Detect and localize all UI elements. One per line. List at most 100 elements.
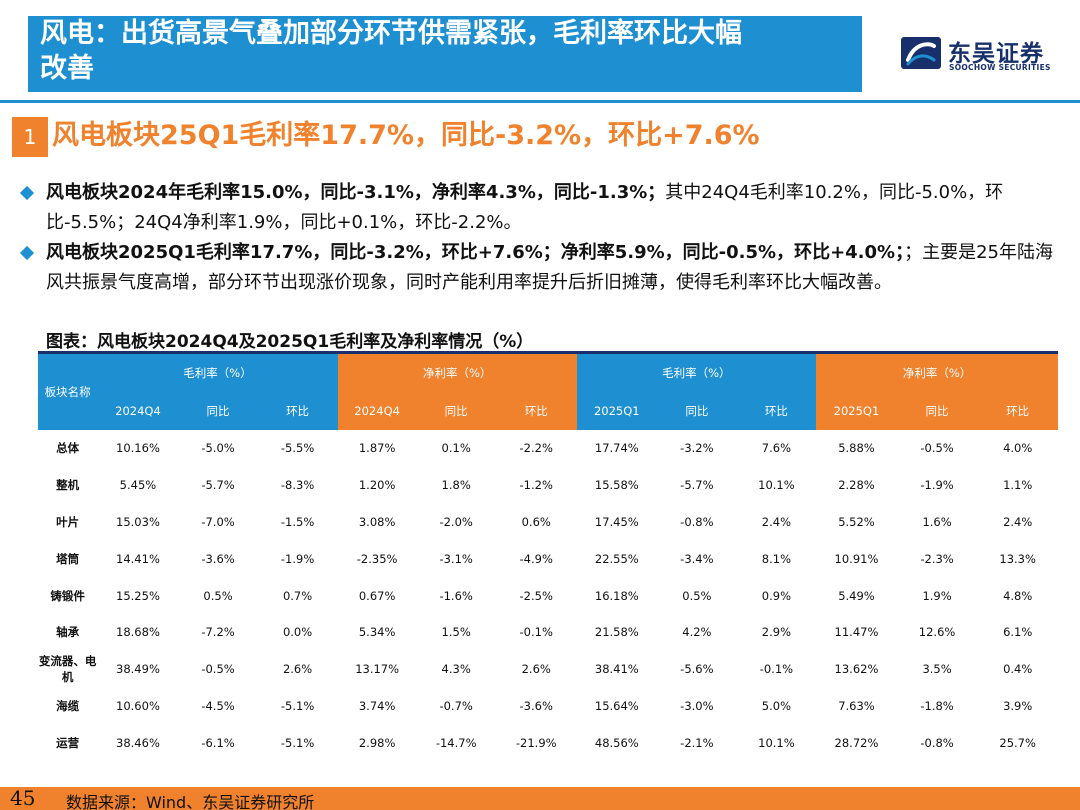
table-cell: -5.0% <box>201 441 235 456</box>
table-cell: -1.6% <box>439 588 473 603</box>
table-cell: 11.47% <box>834 625 879 640</box>
table-cell: 0.5% <box>682 588 712 603</box>
table-cell: -5.7% <box>201 478 235 493</box>
table-cell: 17.74% <box>594 441 639 456</box>
table-cell: 1.20% <box>358 478 396 493</box>
table-row: 轴承 18.68% -7.2% 0.0% 5.34% 1.5% -0.1% 21.58% 4.2… <box>38 614 1058 651</box>
table-cell: 4.8% <box>1003 588 1033 603</box>
table-cell: 10.1% <box>758 478 795 493</box>
subheader: 环比 <box>495 392 577 430</box>
bullet-bold-text: 风电板块2024年毛利率15.0%，同比-3.1%，净利率4.3%，同比-1.3… <box>46 182 666 203</box>
table-cell: 1.87% <box>358 441 396 456</box>
table-cell: -3.1% <box>439 551 473 566</box>
table-cell: -7.0% <box>201 514 235 529</box>
table-cell: 25.7% <box>999 735 1036 750</box>
table-cell: 3.08% <box>358 514 396 529</box>
header-banner <box>28 16 862 92</box>
table-row: 海缆 10.60% -4.5% -5.1% 3.74% -0.7% -3.6% 15.64% -… <box>38 688 1058 725</box>
table-cell: 1.5% <box>441 625 471 640</box>
table-cell: -1.5% <box>280 514 315 529</box>
bullet-bold-text: 风电板块2025Q1毛利率17.7%，同比-3.2%，环比+7.6%；净利率5.… <box>46 242 905 263</box>
row-sector-name: 总体 <box>56 441 80 456</box>
table-caption: 图表：风电板块2024Q4及2025Q1毛利率及净利率情况（%） <box>46 332 534 352</box>
bullet-item-2024: 风电板块2024年毛利率15.0%，同比-3.1%，净利率4.3%，同比-1.3… <box>14 178 1069 238</box>
table-cell: 15.03% <box>116 514 160 529</box>
table-cell: 17.45% <box>594 514 639 529</box>
table-cell: 1.9% <box>922 588 952 603</box>
table-cell: -5.1% <box>280 698 315 713</box>
table-cell: -0.8% <box>920 735 954 750</box>
row-sector-name: 塔筒 <box>56 551 80 566</box>
header-divider <box>0 100 1080 103</box>
group-header-gross-2024q4: 毛利率（%） <box>97 354 338 392</box>
table-cell: -5.5% <box>280 441 315 456</box>
row-sector-name: 轴承 <box>56 625 80 640</box>
table-cell: -0.1% <box>519 625 553 640</box>
data-source-note: 数据来源：Wind、东吴证券研究所 <box>66 793 315 810</box>
table-cell: 1.8% <box>441 478 471 493</box>
table-row: 整机 5.45% -5.7% -8.3% 1.20% 1.8% -1.2% 15.58% -5.… <box>38 467 1058 504</box>
section-number-badge: 1 <box>12 117 48 157</box>
table-cell: 7.63% <box>838 698 875 713</box>
table-cell: 15.64% <box>594 698 639 713</box>
table-row: 运营 38.46% -6.1% -5.1% 2.98% -14.7% -21.9% 48.56… <box>38 724 1058 761</box>
table-cell: 38.49% <box>116 662 160 677</box>
table-cell: -3.6% <box>519 698 553 713</box>
subheader: 同比 <box>416 392 496 430</box>
subheader: 2024Q4 <box>97 392 179 430</box>
table-row: 铸锻件 15.25% 0.5% 0.7% 0.67% -1.6% -2.5% 16.18% 0.… <box>38 577 1058 614</box>
table-cell: 15.25% <box>116 588 160 603</box>
table-cell: 5.88% <box>838 441 875 456</box>
table-cell: 0.7% <box>282 588 313 603</box>
table-cell: 2.4% <box>761 514 792 529</box>
row-sector-name: 叶片 <box>56 514 80 529</box>
section-title: 风电板块25Q1毛利率17.7%，同比-3.2%，环比+7.6% <box>52 120 760 151</box>
table-cell: -14.7% <box>435 735 477 750</box>
table-cell: 2.6% <box>521 662 551 677</box>
table-cell: 10.91% <box>834 551 879 566</box>
table-row: 总体 10.16% -5.0% -5.5% 1.87% 0.1% -2.2% 17.74% -3… <box>38 430 1058 467</box>
logo-text-cn: 东吴证券 <box>948 41 1044 67</box>
table-cell: -2.35% <box>356 551 398 566</box>
table-cell: 5.34% <box>358 625 396 640</box>
table-cell: 3.5% <box>922 662 952 677</box>
table-row: 变流器、电机 38.49% -0.5% 2.6% 13.17% 4.3% 2.6% 38.41… <box>38 651 1058 688</box>
subheader: 环比 <box>977 392 1058 430</box>
table-body: 总体 10.16% -5.0% -5.5% 1.87% 0.1% -2.2% 17.74% -3… <box>38 430 1058 761</box>
table-cell: 5.45% <box>119 478 157 493</box>
table-top-rule <box>38 351 1058 354</box>
bullet-list: 风电板块2024年毛利率15.0%，同比-3.1%，净利率4.3%，同比-1.3… <box>14 178 1069 298</box>
diamond-bullet-icon <box>19 245 35 261</box>
table-cell: -5.6% <box>680 662 714 677</box>
table-cell: -5.7% <box>680 478 714 493</box>
subheader: 环比 <box>257 392 338 430</box>
row-sector-name: 海缆 <box>56 698 80 713</box>
table-cell: 13.3% <box>999 551 1036 566</box>
table-cell: 5.49% <box>838 588 875 603</box>
table-cell: 5.52% <box>838 514 875 529</box>
table-cell: -3.6% <box>201 551 235 566</box>
table-cell: 13.17% <box>355 662 400 677</box>
table-cell: 4.0% <box>1003 441 1033 456</box>
table-cell: 1.6% <box>922 514 952 529</box>
table-cell: 2.98% <box>358 735 396 750</box>
table-cell: -3.2% <box>680 441 714 456</box>
row-sector-name: 运营 <box>56 735 80 750</box>
table-cell: -3.4% <box>680 551 714 566</box>
table-cell: -7.2% <box>201 625 235 640</box>
col-header-sector: 板块名称 <box>38 354 98 430</box>
table-group-header-row: 板块名称 毛利率（%） 净利率（%） 毛利率（%） 净利率（%） <box>38 354 1058 430</box>
table-cell: -21.9% <box>515 735 557 750</box>
table-cell: 6.1% <box>1003 625 1033 640</box>
table-subheader-row: 2024Q4 同比 环比 2024Q4 同比 环比 2025Q1 同比 环比 2… <box>38 392 1058 430</box>
table-cell: 8.1% <box>761 551 792 566</box>
table-cell: -0.7% <box>439 698 473 713</box>
table-cell: -1.9% <box>920 478 954 493</box>
table-cell: 2.4% <box>1003 514 1033 529</box>
table-cell: -1.9% <box>280 551 315 566</box>
soochow-logo-icon <box>901 37 941 69</box>
table-row: 叶片 15.03% -7.0% -1.5% 3.08% -2.0% 0.6% 17.45% -0… <box>38 504 1058 541</box>
subheader: 同比 <box>178 392 258 430</box>
table-cell: 12.6% <box>918 625 956 640</box>
table-cell: 14.41% <box>116 551 160 566</box>
